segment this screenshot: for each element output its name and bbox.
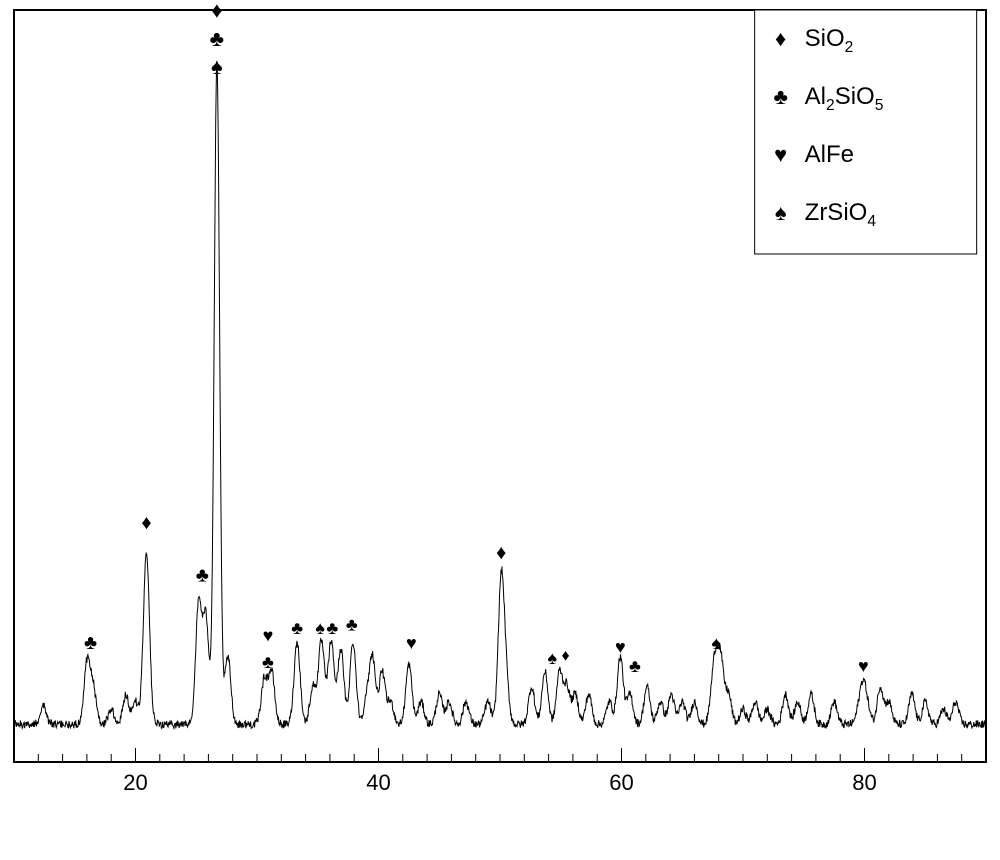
peak-marker-club-icon: ♣: [196, 565, 209, 587]
legend-marker-heart-icon: ♥: [774, 142, 787, 167]
x-tick-label: 60: [609, 770, 633, 795]
legend-marker-club-icon: ♣: [773, 84, 787, 109]
peak-marker-diamond-icon: ♦: [562, 647, 570, 664]
peak-marker-club-icon: ♣: [291, 618, 303, 638]
peak-marker-heart-icon: ♥: [858, 656, 869, 676]
x-tick-label: 80: [852, 770, 876, 795]
peak-marker-club-icon: ♣: [326, 618, 338, 638]
x-tick-label: 40: [366, 770, 390, 795]
peak-marker-heart-icon: ♥: [406, 633, 417, 653]
peak-marker-spade-icon: ♠: [211, 54, 223, 79]
peak-marker-club-icon: ♣: [210, 26, 224, 51]
peak-marker-spade-icon: ♠: [547, 648, 557, 668]
peak-marker-diamond-icon: ♦: [211, 0, 222, 23]
legend-label: AlFe: [805, 141, 854, 168]
peak-marker-diamond-icon: ♦: [141, 512, 151, 534]
peak-marker-heart-icon: ♥: [615, 637, 626, 657]
peak-marker-diamond-icon: ♦: [496, 542, 506, 564]
peak-marker-spade-icon: ♠: [711, 633, 721, 653]
peak-marker-heart-icon: ♥: [263, 626, 274, 646]
xrd-chart: 20406080♦♣♠♦♣♣♥♣♣♠♣♣♥♦♠♦♥♣♠♥♦SiO2♣Al2SiO…: [0, 0, 1000, 860]
peak-marker-spade-icon: ♠: [315, 618, 325, 638]
chart-svg: 20406080♦♣♠♦♣♣♥♣♣♠♣♣♥♦♠♦♥♣♠♥♦SiO2♣Al2SiO…: [0, 0, 1000, 860]
peak-marker-club-icon: ♣: [629, 656, 641, 676]
legend-marker-spade-icon: ♠: [775, 200, 787, 225]
peak-marker-club-icon: ♣: [262, 652, 274, 672]
peak-marker-club-icon: ♣: [84, 632, 97, 654]
x-tick-label: 20: [123, 770, 147, 795]
legend-marker-diamond-icon: ♦: [775, 26, 786, 51]
peak-marker-club-icon: ♣: [346, 614, 358, 634]
legend-label: Al2SiO5: [805, 83, 884, 114]
legend-label: ZrSiO4: [805, 199, 877, 230]
